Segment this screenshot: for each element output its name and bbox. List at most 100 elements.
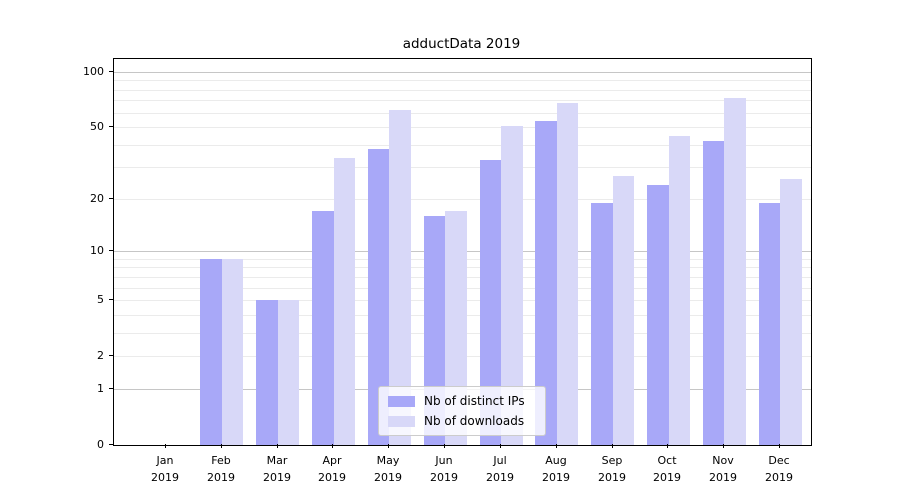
y-tick-label-1: 1: [97, 382, 104, 395]
x-label-year: 2019: [207, 471, 235, 484]
bar-downloads-apr: [333, 157, 355, 445]
bar-ips-jul: [479, 160, 501, 445]
x-label-month: Feb: [211, 454, 231, 467]
plot-area: [113, 58, 812, 446]
legend: Nb of distinct IPs Nb of downloads: [378, 386, 546, 436]
legend-item-downloads: Nb of downloads: [388, 414, 536, 428]
bar-downloads-sep: [612, 175, 635, 445]
x-label-month: Jan: [156, 454, 174, 467]
bar-downloads-nov: [724, 98, 746, 445]
x-tick-jun: [444, 444, 445, 448]
legend-item-distinct-ips: Nb of distinct IPs: [388, 394, 536, 408]
x-label-month: Nov: [712, 454, 734, 467]
x-label-month: Sep: [601, 454, 623, 467]
x-tick-label-jul: Jul 2019: [468, 452, 532, 486]
y-tick-label-100: 100: [83, 65, 104, 78]
bar-downloads-may: [389, 110, 411, 445]
y-tick-label-10: 10: [90, 244, 104, 257]
legend-swatch-downloads: [388, 415, 415, 427]
x-tick-label-aug: Aug 2019: [524, 452, 588, 486]
x-label-month: Oct: [657, 454, 677, 467]
x-label-year: 2019: [542, 471, 570, 484]
x-label-year: 2019: [709, 471, 737, 484]
legend-label-distinct-ips: Nb of distinct IPs: [424, 394, 525, 408]
bar-downloads-dec: [780, 178, 802, 445]
bar-ips-nov: [702, 141, 725, 445]
bar-ips-sep: [591, 202, 613, 445]
x-tick-label-apr: Apr 2019: [300, 452, 364, 486]
x-label-year: 2019: [430, 471, 458, 484]
y-tick-50: [109, 126, 113, 127]
x-tick-label-may: May 2019: [356, 452, 420, 486]
x-tick-label-nov: Nov 2019: [691, 452, 755, 486]
x-tick-label-oct: Oct 2019: [635, 452, 699, 486]
y-tick-10: [109, 250, 113, 251]
chart-title: adductData 2019: [402, 36, 521, 52]
x-label-year: 2019: [151, 471, 179, 484]
x-tick-label-jan: Jan 2019: [133, 452, 197, 486]
bar-ips-oct: [647, 184, 669, 445]
x-tick-label-sep: Sep 2019: [580, 452, 644, 486]
bar-ips-dec: [758, 202, 781, 445]
y-tick-0: [109, 444, 113, 445]
x-tick-label-mar: Mar 2019: [245, 452, 309, 486]
bar-downloads-mar: [277, 300, 300, 445]
bar-downloads-feb: [221, 258, 244, 445]
x-label-month: Apr: [322, 454, 342, 467]
gridline-100: [114, 72, 811, 73]
x-label-year: 2019: [374, 471, 402, 484]
x-label-year: 2019: [765, 471, 793, 484]
x-label-year: 2019: [598, 471, 626, 484]
y-tick-100: [109, 71, 113, 72]
x-label-month: May: [376, 454, 400, 467]
x-tick-oct: [667, 444, 668, 448]
gridline-20: [114, 199, 811, 200]
gridline-70: [114, 100, 811, 101]
x-tick-dec: [779, 444, 780, 448]
bar-ips-apr: [312, 211, 334, 445]
y-tick-label-20: 20: [90, 192, 104, 205]
gridline-50: [114, 127, 811, 128]
bar-downloads-jul: [501, 125, 523, 445]
x-tick-feb: [221, 444, 222, 448]
gridline-40: [114, 145, 811, 146]
y-tick-2: [109, 355, 113, 356]
legend-label-downloads: Nb of downloads: [424, 414, 525, 428]
plot-inner: [114, 59, 811, 445]
gridline-60: [114, 113, 811, 114]
x-tick-label-dec: Dec 2019: [747, 452, 811, 486]
x-tick-label-jun: Jun 2019: [412, 452, 476, 486]
bar-ips-aug: [535, 121, 557, 445]
x-tick-label-feb: Feb 2019: [189, 452, 253, 486]
gridline-30: [114, 167, 811, 168]
x-tick-mar: [277, 444, 278, 448]
bar-downloads-oct: [668, 135, 690, 445]
y-tick-label-50: 50: [90, 120, 104, 133]
x-tick-may: [388, 444, 389, 448]
x-tick-sep: [612, 444, 613, 448]
x-tick-jul: [500, 444, 501, 448]
x-label-month: Aug: [545, 454, 567, 467]
y-tick-label-0: 0: [97, 438, 104, 451]
x-tick-nov: [723, 444, 724, 448]
bar-ips-may: [367, 148, 390, 445]
x-label-year: 2019: [486, 471, 514, 484]
x-tick-jan: [165, 444, 166, 448]
x-label-year: 2019: [653, 471, 681, 484]
x-label-year: 2019: [318, 471, 346, 484]
gridline-80: [114, 90, 811, 91]
x-tick-aug: [556, 444, 557, 448]
x-label-month: Dec: [768, 454, 790, 467]
y-tick-5: [109, 299, 113, 300]
x-label-month: Jul: [493, 454, 507, 467]
legend-swatch-distinct-ips: [388, 395, 415, 407]
x-label-year: 2019: [263, 471, 291, 484]
x-label-month: Jun: [435, 454, 453, 467]
bar-ips-mar: [256, 300, 278, 445]
y-tick-20: [109, 198, 113, 199]
bar-downloads-aug: [556, 102, 579, 445]
bar-ips-feb: [200, 258, 222, 445]
y-tick-label-5: 5: [97, 293, 104, 306]
x-tick-apr: [332, 444, 333, 448]
